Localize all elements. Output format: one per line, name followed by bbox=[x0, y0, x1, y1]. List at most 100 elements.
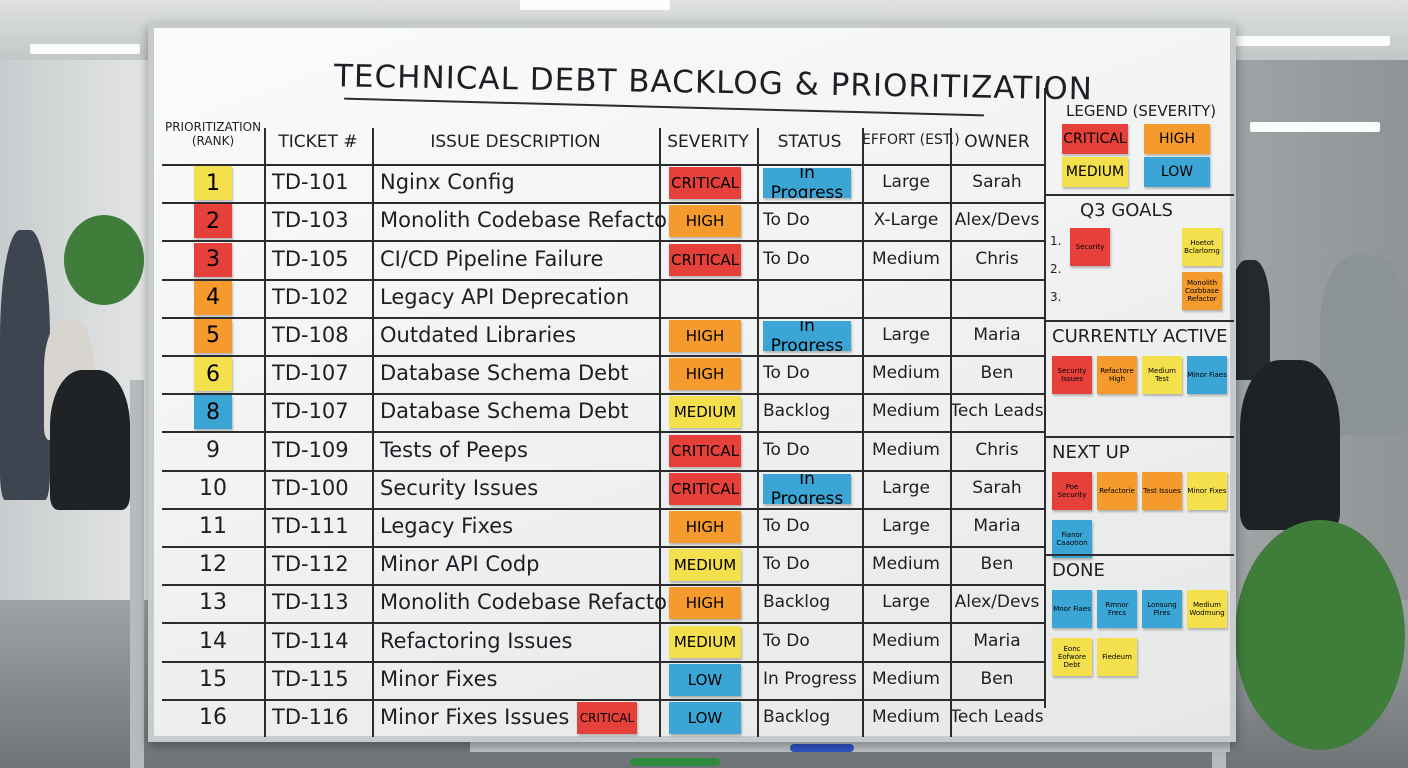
legend-sticky: HIGH bbox=[1144, 124, 1210, 154]
row-divider bbox=[162, 507, 1044, 510]
goal-number: 3. bbox=[1050, 290, 1062, 304]
effort: Medium bbox=[872, 706, 940, 727]
ticket: TD-114 bbox=[272, 628, 349, 653]
issue-description: Database Schema Debt bbox=[380, 361, 629, 386]
status: To Do bbox=[763, 248, 810, 269]
panel-divider bbox=[1044, 194, 1234, 196]
column-header: ISSUE DESCRIPTION bbox=[430, 132, 601, 152]
status-sticky: In Progress bbox=[763, 320, 851, 351]
goal-number: 2. bbox=[1050, 262, 1062, 276]
issue-description: Minor Fixes Issues bbox=[380, 704, 570, 729]
effort: Medium bbox=[872, 554, 940, 575]
ticket: TD-108 bbox=[272, 322, 349, 347]
owner: Alex/Devs bbox=[954, 592, 1040, 613]
severity-sticky: MEDIUM bbox=[669, 396, 741, 429]
column-header: SEVERITY bbox=[667, 132, 749, 152]
row-divider bbox=[162, 698, 1044, 701]
row-divider bbox=[162, 202, 1044, 205]
rank: 15 bbox=[199, 666, 227, 692]
owner: Tech Leads bbox=[950, 706, 1044, 727]
severity-sticky: CRITICAL bbox=[669, 472, 741, 505]
marker bbox=[790, 744, 854, 752]
status: To Do bbox=[763, 515, 810, 536]
sticky-note: Minor Fixes bbox=[1187, 472, 1227, 510]
row-divider bbox=[162, 240, 1044, 243]
severity-sticky: HIGH bbox=[669, 510, 741, 543]
issue-description: Database Schema Debt bbox=[380, 399, 629, 424]
issue-description: Minor API Codp bbox=[380, 552, 540, 577]
owner: Ben bbox=[980, 363, 1014, 384]
ticket: TD-115 bbox=[272, 666, 349, 691]
issue-description: Tests of Peeps bbox=[380, 437, 528, 462]
issue-description: Outdated Libraries bbox=[380, 322, 577, 347]
ticket: TD-107 bbox=[272, 399, 349, 424]
rank: 16 bbox=[199, 704, 227, 730]
column-header: STATUS bbox=[777, 132, 842, 152]
status: To Do bbox=[763, 439, 810, 460]
legend-sticky: LOW bbox=[1144, 157, 1210, 187]
ceiling-lamp bbox=[30, 44, 140, 54]
owner: Maria bbox=[973, 324, 1021, 345]
effort: Medium bbox=[872, 439, 940, 460]
status: To Do bbox=[763, 210, 810, 231]
row-divider bbox=[162, 469, 1044, 472]
panel-divider bbox=[1044, 88, 1046, 708]
ceiling-lamp bbox=[1250, 122, 1380, 132]
panel-divider bbox=[1044, 554, 1234, 556]
ticket: TD-109 bbox=[272, 437, 349, 462]
severity-sticky: HIGH bbox=[669, 358, 741, 391]
sticky-note: Medium Test bbox=[1142, 356, 1182, 394]
row-divider bbox=[162, 584, 1044, 587]
severity-sticky: MEDIUM bbox=[669, 549, 741, 582]
panel-title: DONE bbox=[1052, 560, 1105, 581]
ticket: TD-116 bbox=[272, 704, 349, 729]
effort: X-Large bbox=[873, 210, 939, 231]
row-divider bbox=[162, 546, 1044, 548]
owner: Ben bbox=[980, 668, 1014, 689]
status: Backlog bbox=[763, 706, 831, 727]
issue-description: Minor Fixes bbox=[380, 666, 498, 691]
issue-description: Legacy API Deprecation bbox=[380, 284, 630, 309]
severity-tag: CRITICAL bbox=[577, 701, 637, 734]
marker bbox=[630, 758, 720, 766]
rank-sticky: 6 bbox=[194, 357, 232, 392]
status-sticky: In Progress bbox=[763, 168, 851, 199]
rank: 10 bbox=[199, 475, 227, 501]
status: To Do bbox=[763, 630, 810, 651]
status: To Do bbox=[763, 363, 810, 384]
sticky-note: Security bbox=[1070, 228, 1110, 266]
sticky-note: Refactorie bbox=[1097, 472, 1137, 510]
goal-number: 1. bbox=[1050, 234, 1062, 248]
status: Backlog bbox=[763, 592, 831, 613]
rank: 14 bbox=[199, 628, 227, 654]
board-title: TECHNICAL DEBT BACKLOG & PRIORITIZATION bbox=[333, 58, 1094, 108]
panel-divider bbox=[1044, 320, 1234, 322]
owner: Sarah bbox=[972, 477, 1022, 498]
sticky-note: Refactore High bbox=[1097, 356, 1137, 394]
row-divider bbox=[162, 431, 1044, 434]
sticky-note: Test Issues bbox=[1142, 472, 1182, 510]
owner: Maria bbox=[973, 630, 1021, 651]
sticky-note: Monolith Cozbbase Refactor bbox=[1182, 272, 1222, 310]
plant bbox=[1235, 520, 1405, 750]
rank-sticky: 5 bbox=[194, 318, 232, 353]
ceiling-lamp bbox=[520, 0, 670, 10]
ticket: TD-113 bbox=[272, 590, 349, 615]
ticket: TD-112 bbox=[272, 552, 349, 577]
rank-sticky: 8 bbox=[194, 395, 232, 430]
rank-sticky: 2 bbox=[194, 204, 232, 239]
sticky-note: Minor Fiaes bbox=[1187, 356, 1227, 394]
legend-sticky: CRITICAL bbox=[1062, 124, 1128, 154]
panel-title: Q3 GOALS bbox=[1080, 200, 1173, 221]
rank: 11 bbox=[199, 513, 227, 539]
board-stand bbox=[130, 380, 144, 768]
status-sticky: In Progress bbox=[763, 473, 851, 504]
effort: Medium bbox=[872, 668, 940, 689]
plant bbox=[64, 215, 144, 305]
sticky-note: Eonc Eofwore Debt bbox=[1052, 638, 1092, 676]
owner: Chris bbox=[975, 439, 1019, 460]
severity-sticky: MEDIUM bbox=[669, 625, 741, 658]
legend-sticky: MEDIUM bbox=[1062, 157, 1128, 187]
rank: 12 bbox=[199, 552, 227, 578]
owner: Alex/Devs bbox=[954, 210, 1040, 231]
